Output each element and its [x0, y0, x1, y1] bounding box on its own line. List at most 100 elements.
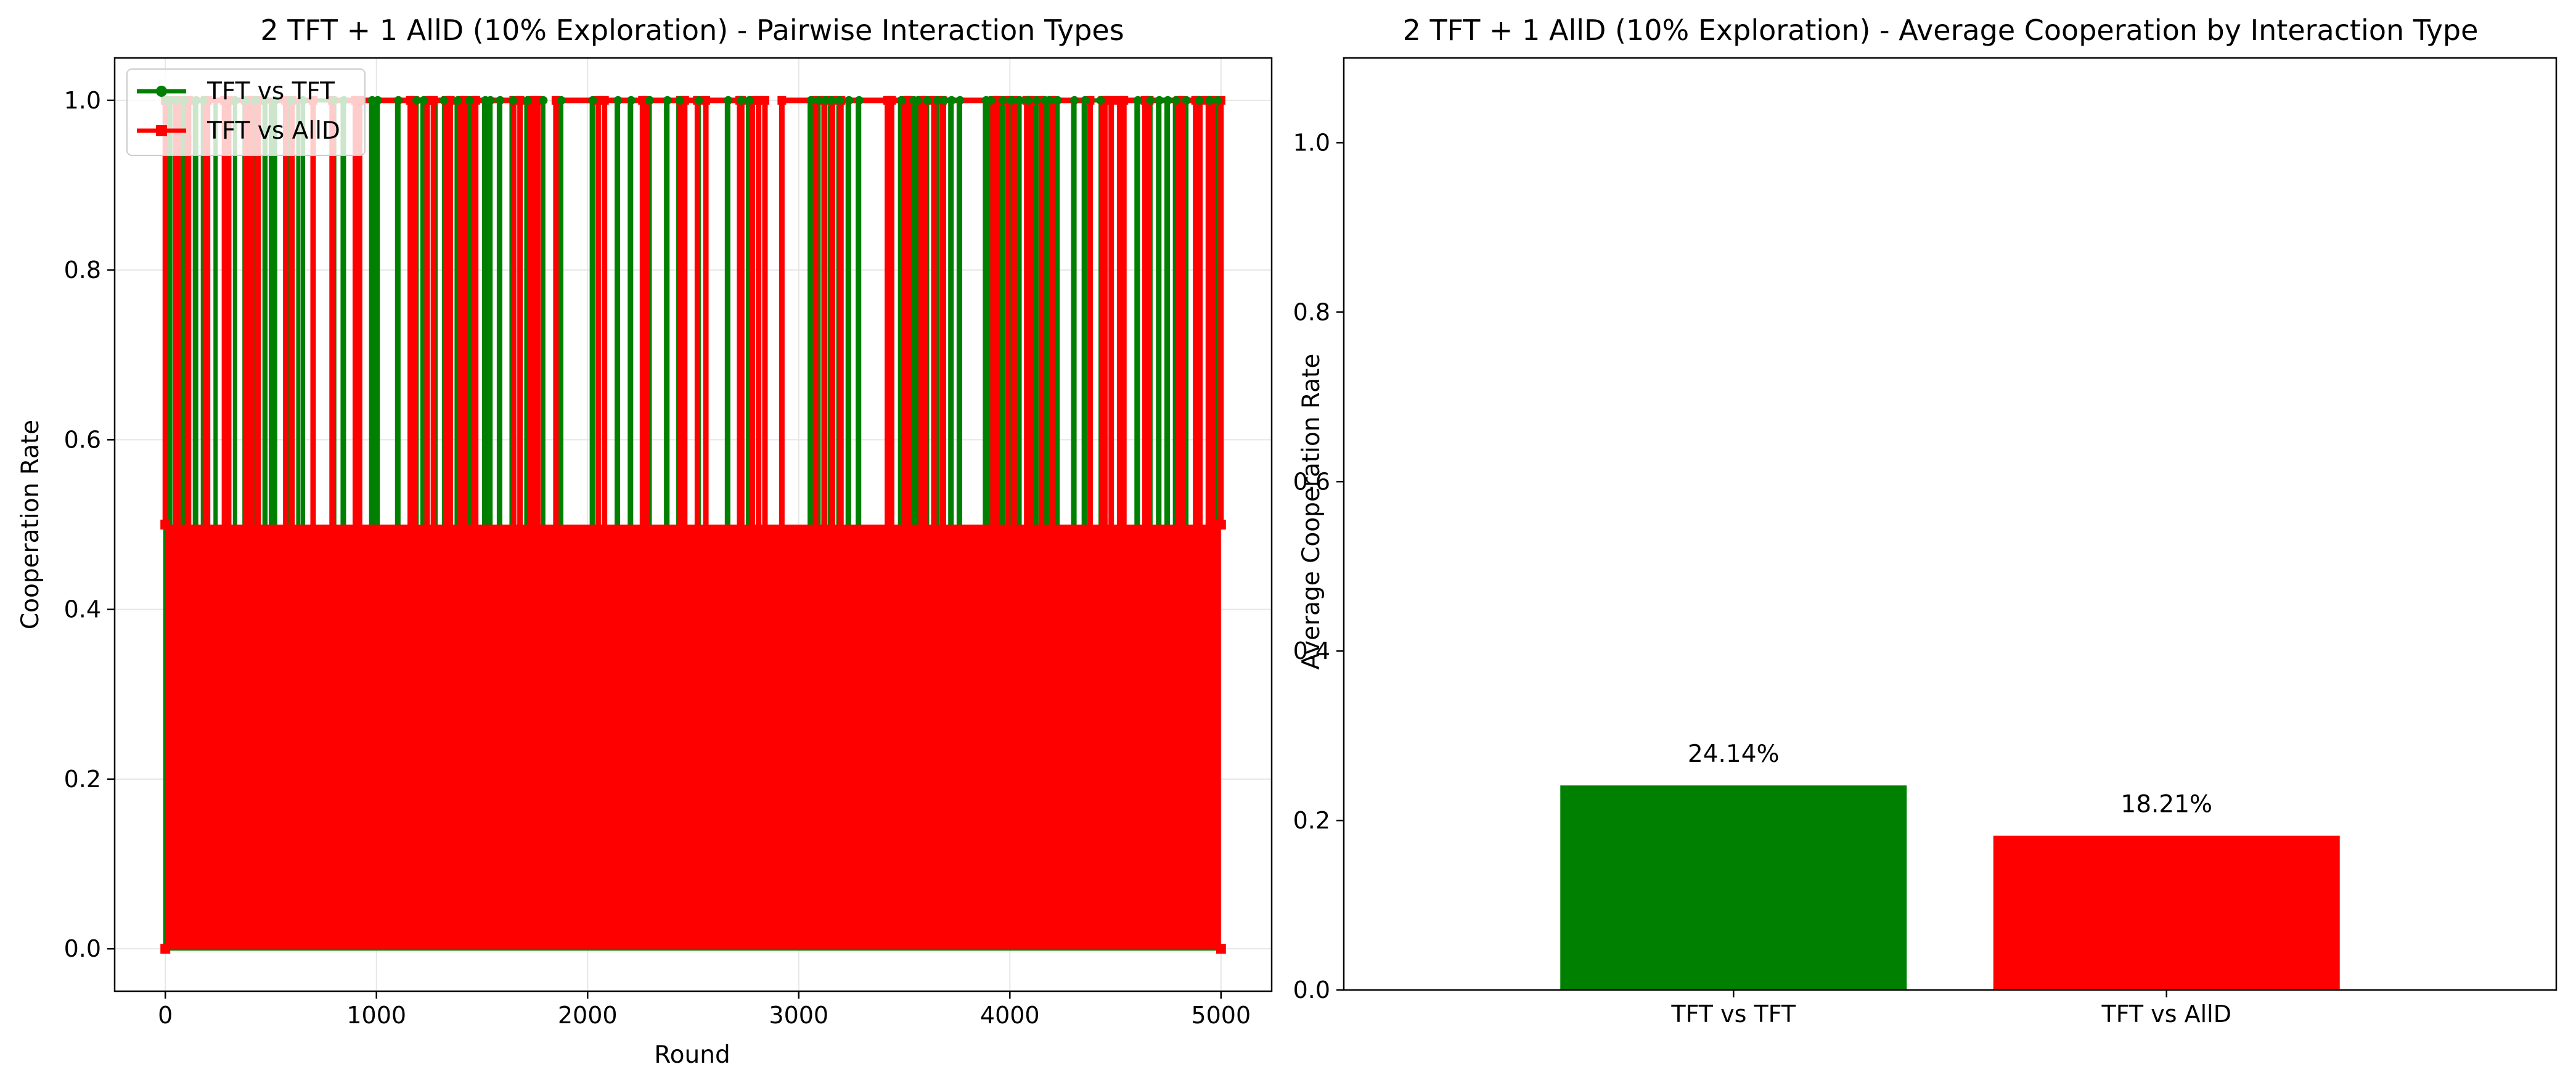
line-chart-legend: TFT vs TFT TFT vs AllD	[126, 68, 366, 156]
x-tick-label: 4000	[980, 1002, 1040, 1029]
tft-vs-tft-marker	[897, 96, 906, 105]
tft-vs-tft-marker	[1053, 96, 1062, 105]
tft-vs-tft-marker	[1182, 96, 1191, 105]
tft-vs-alld-marker	[471, 96, 480, 105]
tft-vs-tft-marker	[419, 96, 428, 105]
tft-vs-tft-marker	[1096, 96, 1105, 105]
tft-vs-tft-marker	[1155, 96, 1164, 105]
tft-vs-tft-marker	[844, 96, 854, 105]
tft-vs-tft-marker	[453, 96, 462, 105]
tft-vs-tft-marker	[1007, 96, 1016, 105]
line-chart-plot-frame	[113, 57, 1273, 992]
legend-box	[126, 68, 366, 156]
tft-vs-tft-marker	[724, 96, 733, 105]
bar-chart-title: 2 TFT + 1 AllD (10% Exploration) - Avera…	[1403, 14, 2479, 47]
legend-label-tft-vs-tft: TFT vs TFT	[206, 78, 335, 105]
tft-vs-alld-marker	[515, 96, 525, 105]
tft-vs-tft-marker	[1214, 96, 1223, 105]
tft-vs-tft-marker	[835, 96, 844, 105]
x-tick-label: 5000	[1191, 1002, 1251, 1029]
tft-vs-tft-marker	[1163, 96, 1172, 105]
tft-vs-tft-marker	[933, 96, 942, 105]
tft-vs-alld-marker	[160, 520, 171, 530]
tft-vs-tft-marker	[736, 96, 745, 105]
tft-vs-tft-marker	[827, 96, 836, 105]
tft-vs-alld-marker	[446, 96, 455, 105]
bar-chart-bars: 24.14% 18.21%	[1560, 740, 2340, 990]
line-chart-series	[160, 96, 1226, 954]
tft-vs-alld-marker	[1119, 96, 1129, 105]
tft-vs-alld-marker	[887, 96, 896, 105]
x-tick-label: TFT vs TFT	[1670, 1000, 1796, 1028]
tft-vs-tft-marker	[412, 96, 421, 105]
tft-vs-tft-marker	[947, 96, 956, 105]
y-tick-label: 0.8	[1293, 298, 1330, 325]
y-tick-label: 1.0	[1293, 129, 1330, 156]
tft-vs-tft-marker	[939, 96, 949, 105]
bar-chart-y-ticks: 0.0 0.2 0.4 0.6 0.8 1.0	[1293, 129, 1344, 1004]
tft-vs-tft-marker	[694, 96, 703, 105]
tft-vs-tft-marker	[557, 96, 566, 105]
tft-vs-tft-marker	[986, 96, 996, 105]
tft-vs-tft-marker	[1133, 96, 1142, 105]
tft-vs-tft-marker	[854, 96, 864, 105]
tft-vs-tft-marker	[675, 96, 684, 105]
tft-vs-alld-marker	[760, 96, 769, 105]
tft-vs-alld-marker	[701, 96, 711, 105]
tft-vs-tft-marker	[613, 96, 623, 105]
legend-marker-tft-vs-tft	[156, 86, 167, 97]
tft-vs-tft-marker	[440, 96, 449, 105]
tft-vs-tft-marker	[1205, 96, 1214, 105]
line-chart-y-ticks: 0.0 0.2 0.4 0.6 0.8 1.0	[64, 87, 115, 962]
tft-vs-alld-marker	[1106, 96, 1116, 105]
line-chart-title: 2 TFT + 1 AllD (10% Exploration) - Pairw…	[260, 14, 1124, 47]
series-tft-vs-alld-band	[165, 525, 1221, 949]
x-tick-label: TFT vs AllD	[2101, 1000, 2231, 1028]
x-tick-label: 2000	[558, 1002, 618, 1029]
tft-vs-alld-marker	[429, 96, 438, 105]
tft-vs-tft-marker	[820, 96, 830, 105]
tft-vs-tft-marker	[465, 96, 474, 105]
tft-vs-alld-marker	[1216, 944, 1226, 954]
x-tick-label: 1000	[346, 1002, 406, 1029]
y-tick-label: 0.4	[1293, 637, 1330, 665]
x-tick-label: 0	[158, 1002, 173, 1029]
tft-vs-tft-marker	[914, 96, 923, 105]
bar-tft-vs-alld	[1993, 835, 2340, 990]
tft-vs-alld-marker	[777, 96, 787, 105]
bar-chart-x-ticks: TFT vs TFT TFT vs AllD	[1670, 990, 2231, 1028]
tft-vs-tft-marker	[1032, 96, 1041, 105]
tft-vs-tft-marker	[486, 96, 495, 105]
bar-chart-y-axis-label: Average Cooperation Rate	[1298, 354, 1325, 670]
line-chart-x-axis-label: Round	[654, 1041, 730, 1069]
y-tick-label: 0.6	[1293, 468, 1330, 495]
tft-vs-alld-marker	[1216, 520, 1226, 530]
y-tick-label: 0.2	[64, 766, 101, 793]
y-tick-label: 0.4	[64, 596, 101, 623]
tft-vs-tft-marker	[663, 96, 672, 105]
line-chart-x-ticks: 0 1000 2000 3000 4000 5000	[158, 991, 1251, 1029]
y-tick-label: 0.0	[64, 935, 101, 962]
tft-vs-tft-marker	[539, 96, 548, 105]
tft-vs-tft-marker	[523, 96, 532, 105]
tft-vs-tft-marker	[1195, 96, 1204, 105]
tft-vs-tft-marker	[588, 96, 597, 105]
y-tick-label: 0.0	[1293, 976, 1330, 1004]
bar-chart-plot-frame	[1343, 57, 2558, 991]
y-tick-label: 0.2	[1293, 807, 1330, 834]
legend-marker-tft-vs-alld	[156, 125, 167, 136]
legend-label-tft-vs-alld: TFT vs AllD	[206, 117, 340, 145]
tft-vs-tft-marker	[955, 96, 965, 105]
tft-vs-tft-marker	[1023, 96, 1032, 105]
tft-vs-tft-marker	[1146, 96, 1155, 105]
tft-vs-tft-marker	[1015, 96, 1024, 105]
tft-vs-tft-marker	[923, 96, 932, 105]
tft-vs-tft-marker	[373, 96, 382, 105]
tft-vs-tft-marker	[508, 96, 517, 105]
tft-vs-tft-marker	[745, 96, 754, 105]
x-tick-label: 3000	[769, 1002, 828, 1029]
tft-vs-tft-marker	[496, 96, 505, 105]
tft-vs-tft-marker	[998, 96, 1007, 105]
tft-vs-tft-marker	[1081, 96, 1090, 105]
tft-vs-tft-marker	[645, 96, 654, 105]
